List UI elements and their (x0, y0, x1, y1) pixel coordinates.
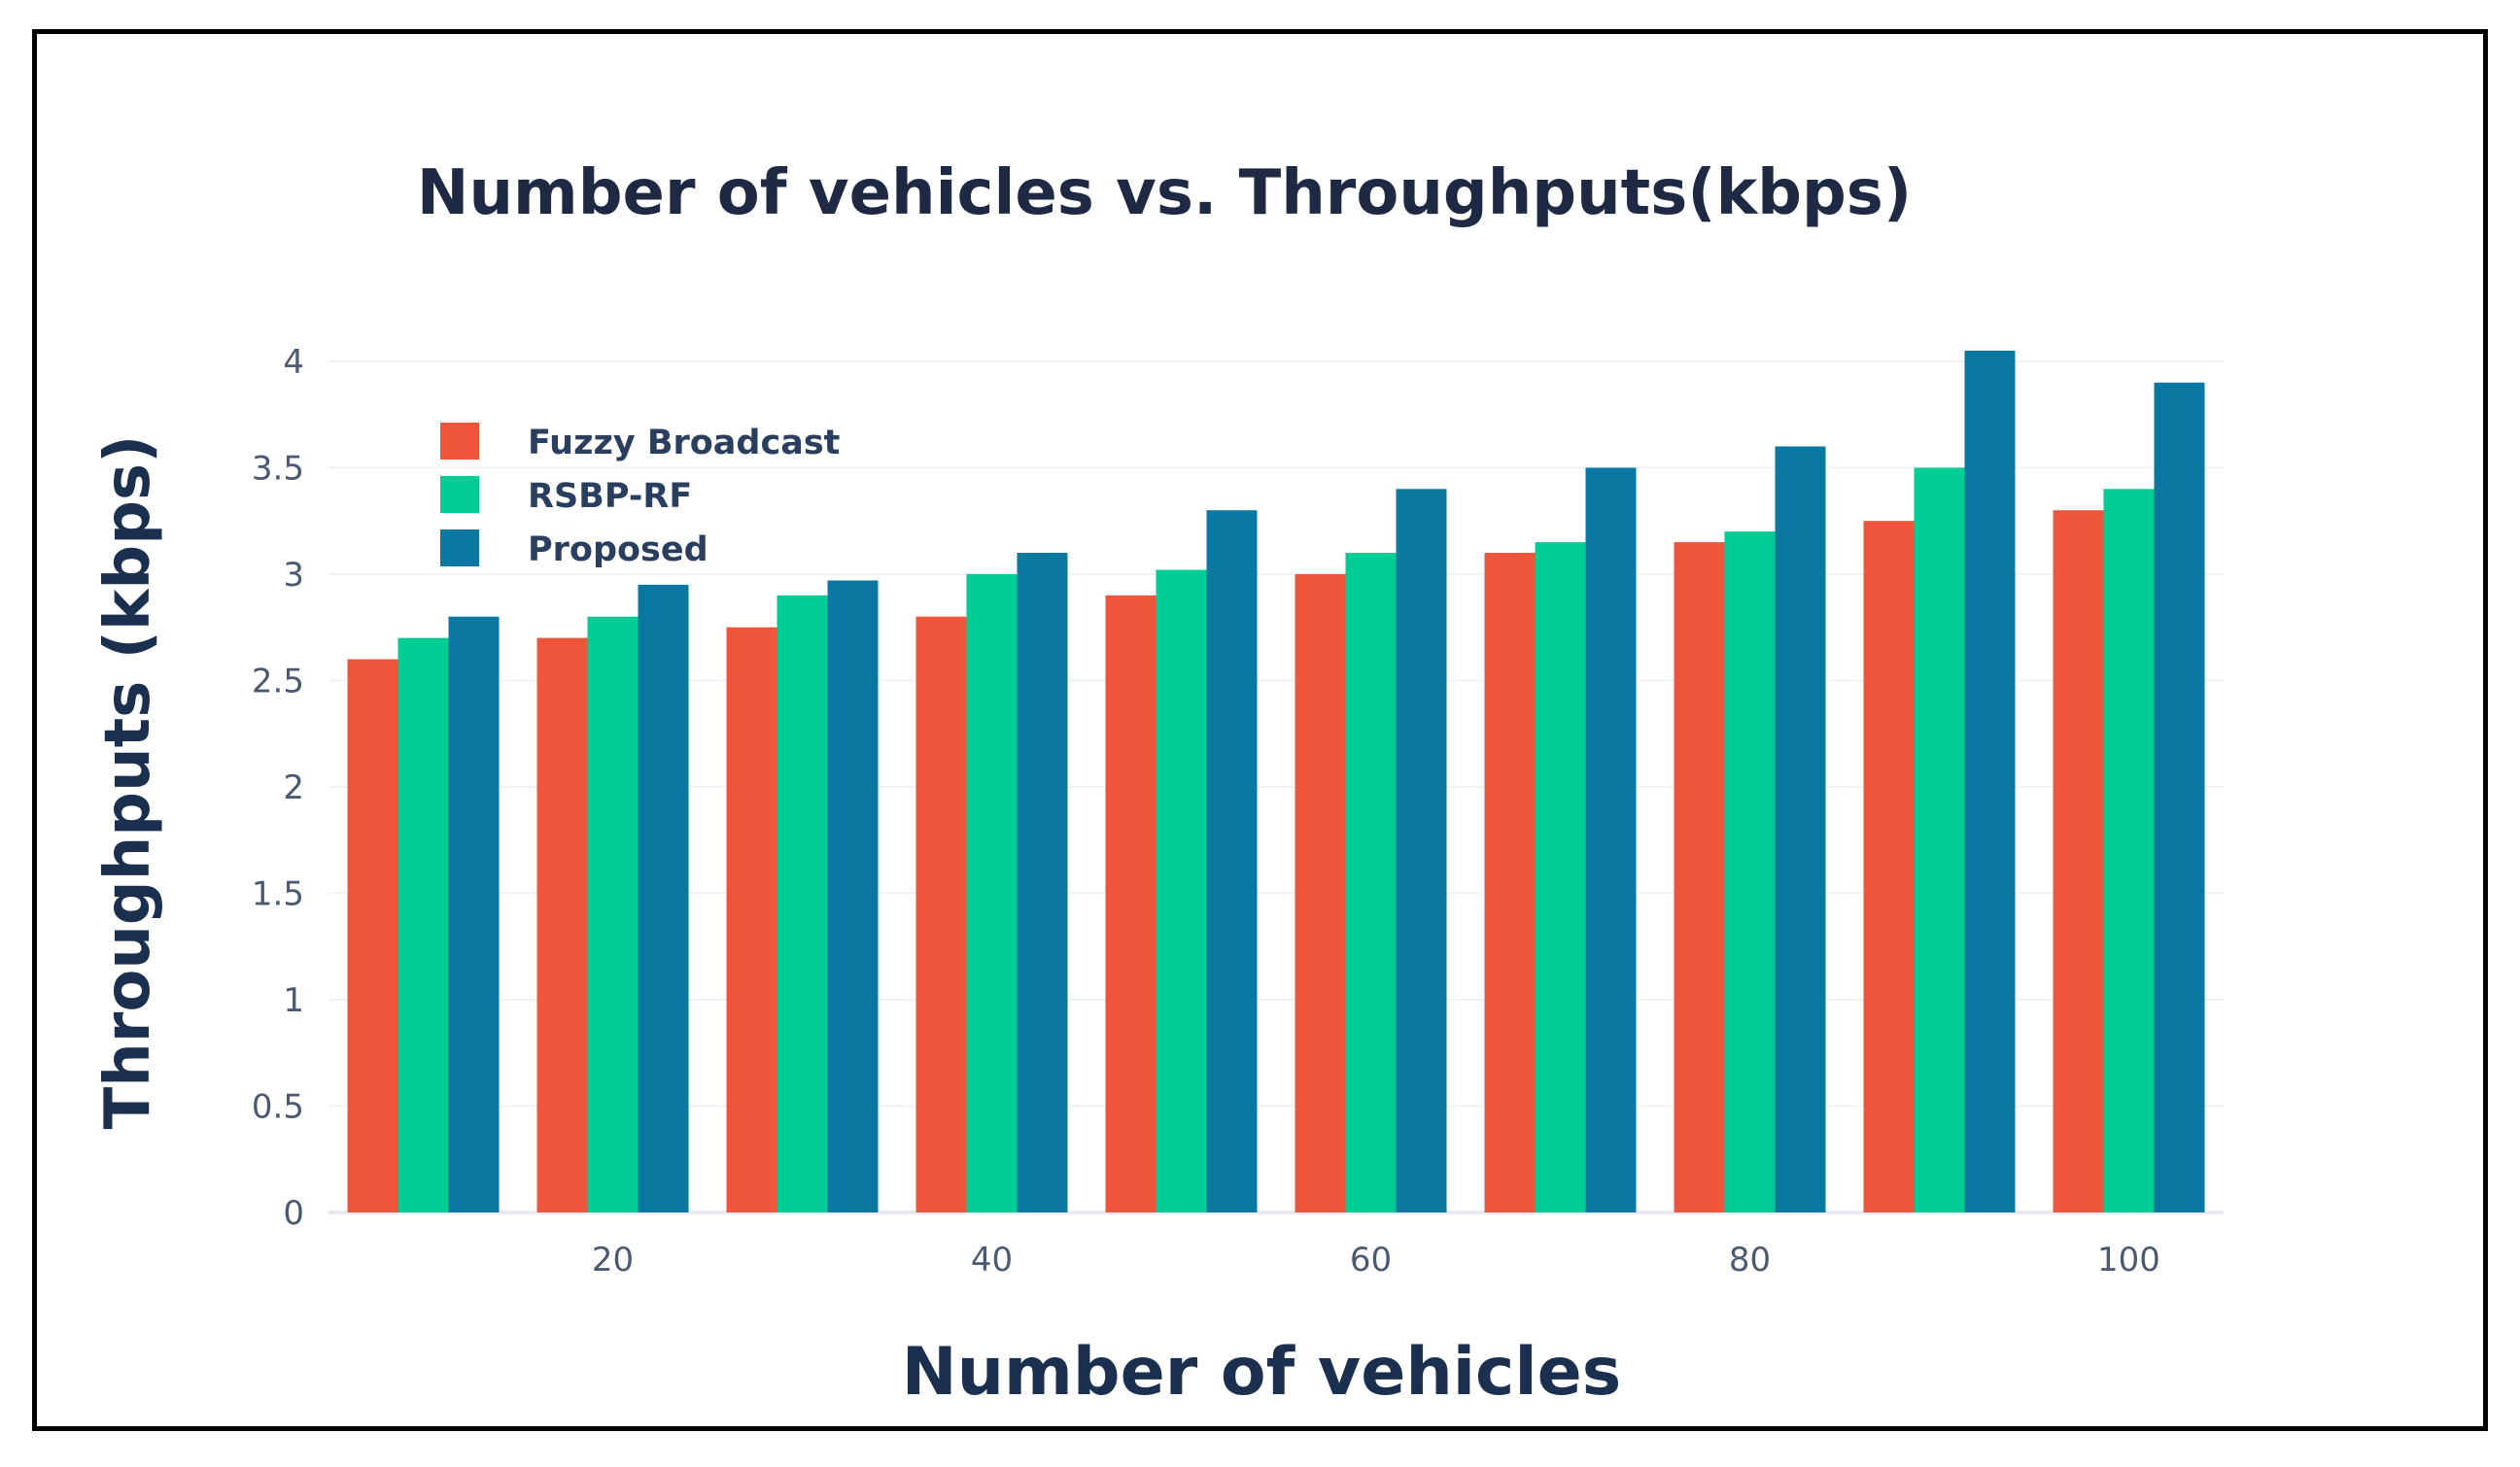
bar-rsbp-rf (397, 637, 449, 1212)
bar-fuzzy-broadcast (347, 659, 398, 1212)
bar-proposed (1396, 489, 1447, 1212)
bar-proposed (827, 580, 879, 1212)
bar-fuzzy-broadcast (1484, 553, 1536, 1212)
legend: Fuzzy Broadcast RSBP-RF Proposed (440, 423, 840, 569)
bar-rsbp-rf (1724, 531, 1776, 1212)
bar-fuzzy-broadcast (1295, 573, 1346, 1212)
y-tick-label: 1.5 (252, 874, 304, 913)
bar-rsbp-rf (1345, 553, 1397, 1212)
bars-group (347, 350, 2205, 1212)
y-tick-label: 3.5 (252, 449, 304, 488)
bar-rsbp-rf (1914, 467, 1965, 1212)
bar-fuzzy-broadcast (1863, 521, 1915, 1212)
bar-fuzzy-broadcast (726, 627, 777, 1212)
y-tick-label: 0.5 (252, 1087, 304, 1126)
bar-proposed (1964, 350, 2016, 1212)
bar-proposed (1585, 467, 1637, 1212)
x-tick-label: 20 (592, 1241, 634, 1279)
figure-frame: Number of vehicles vs. Throughputs(kbps)… (32, 29, 2488, 1431)
y-tick-label: 4 (283, 343, 304, 382)
chart-title: Number of vehicles vs. Throughputs(kbps) (417, 157, 1912, 229)
y-tick-label: 2.5 (252, 662, 304, 700)
bar-proposed (1017, 553, 1068, 1212)
bar-proposed (2154, 382, 2205, 1212)
legend-label: RSBP-RF (528, 477, 692, 516)
x-axis-ticks: 20 40 60 80 100 (592, 1241, 2160, 1279)
bar-rsbp-rf (2103, 489, 2155, 1212)
legend-label: Proposed (528, 530, 708, 569)
bar-proposed (448, 616, 500, 1212)
bar-proposed (638, 584, 689, 1212)
legend-swatch (440, 529, 479, 566)
y-tick-label: 0 (283, 1194, 304, 1233)
legend-swatch (440, 423, 479, 460)
y-axis-label: Throughputs (kbps) (92, 435, 164, 1130)
bar-fuzzy-broadcast (1674, 542, 1725, 1212)
legend-label: Fuzzy Broadcast (528, 424, 840, 462)
x-tick-label: 60 (1350, 1241, 1392, 1279)
bar-fuzzy-broadcast (1105, 595, 1156, 1212)
bar-proposed (1775, 446, 1826, 1212)
bar-rsbp-rf (587, 616, 639, 1212)
y-tick-label: 3 (283, 556, 304, 595)
bar-rsbp-rf (966, 573, 1018, 1212)
bar-fuzzy-broadcast (536, 637, 588, 1212)
bar-fuzzy-broadcast (2053, 510, 2104, 1212)
bar-proposed (1206, 510, 1258, 1212)
bar-rsbp-rf (1535, 542, 1586, 1212)
bar-chart: Number of vehicles vs. Throughputs(kbps)… (92, 157, 2224, 1411)
x-tick-label: 40 (971, 1241, 1013, 1279)
y-tick-label: 1 (283, 981, 304, 1020)
x-tick-label: 80 (1729, 1241, 1771, 1279)
x-axis-label: Number of vehicles (902, 1334, 1622, 1411)
bar-rsbp-rf (777, 595, 828, 1212)
bar-rsbp-rf (1156, 569, 1207, 1212)
y-axis-ticks: 0 0.5 1 1.5 2 2.5 3 3.5 4 (252, 343, 304, 1233)
bar-fuzzy-broadcast (915, 616, 967, 1212)
y-tick-label: 2 (283, 768, 304, 807)
x-tick-label: 100 (2097, 1241, 2160, 1279)
legend-swatch (440, 476, 479, 513)
